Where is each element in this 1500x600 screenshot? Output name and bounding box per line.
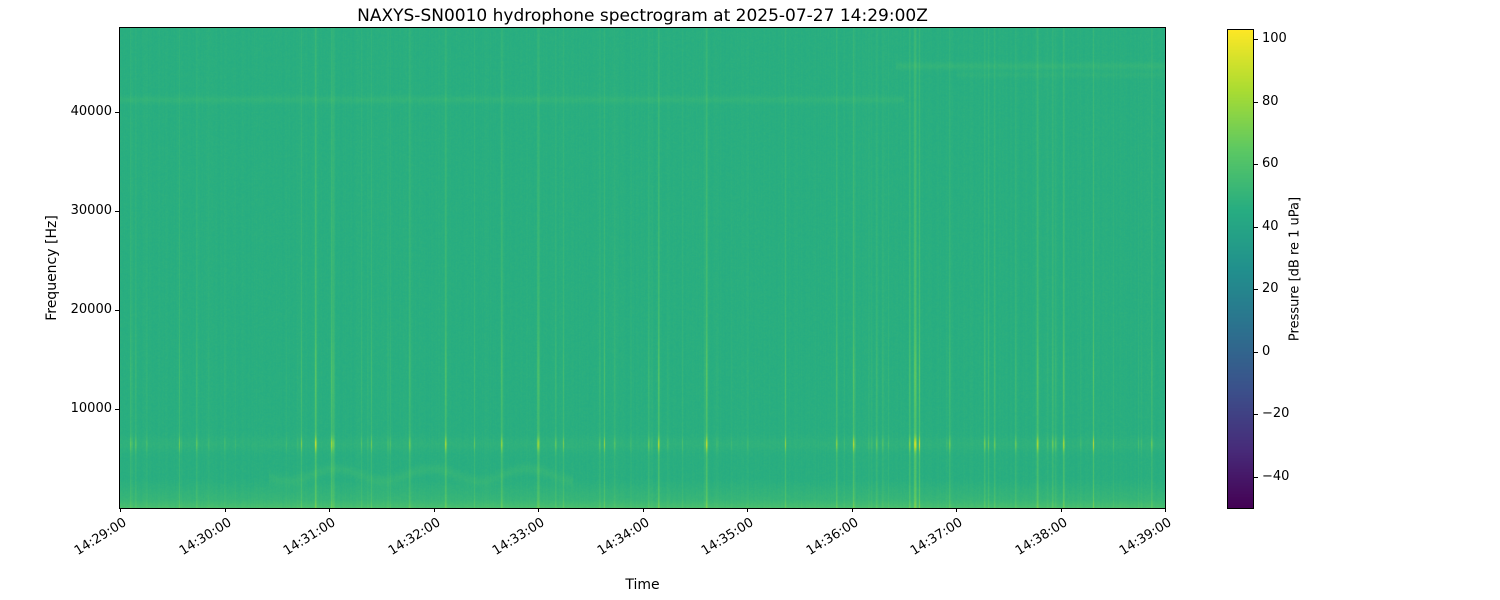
x-tick-label: 14:36:00 [803, 515, 861, 559]
colorbar [1227, 29, 1254, 509]
colorbar-tick-label: 80 [1262, 93, 1279, 109]
x-tick-mark [747, 508, 748, 512]
x-tick-label: 14:37:00 [907, 515, 966, 559]
colorbar-tick-label: 40 [1262, 218, 1279, 234]
y-tick-mark [115, 211, 119, 213]
x-tick-label: 14:33:00 [489, 515, 548, 559]
x-tick-mark [851, 508, 853, 512]
colorbar-tick-mark [1254, 351, 1258, 353]
x-tick-label: 14:39:00 [1116, 515, 1175, 559]
colorbar-tick-mark [1254, 39, 1258, 41]
x-tick-label: 14:32:00 [385, 515, 443, 559]
x-tick-label: 14:31:00 [280, 515, 339, 559]
colorbar-tick-label: −40 [1262, 468, 1290, 484]
chart-title: NAXYS-SN0010 hydrophone spectrogram at 2… [357, 6, 928, 26]
x-tick-mark [224, 508, 226, 512]
colorbar-tick-mark [1254, 164, 1258, 166]
colorbar-tick-label: 0 [1262, 343, 1271, 359]
y-tick-label: 20000 [70, 302, 112, 318]
x-tick-mark [329, 508, 330, 512]
x-tick-label: 14:38:00 [1012, 515, 1070, 559]
colorbar-tick-mark [1254, 226, 1258, 228]
y-tick-label: 30000 [70, 203, 112, 219]
x-tick-label: 14:35:00 [698, 515, 757, 559]
x-axis-label: Time [625, 577, 660, 593]
x-tick-label: 14:30:00 [176, 515, 234, 559]
colorbar-tick-label: 60 [1262, 156, 1279, 172]
colorbar-tick-mark [1254, 101, 1258, 103]
colorbar-tick-label: 20 [1262, 281, 1279, 297]
colorbar-tick-label: 100 [1262, 31, 1287, 47]
y-tick-mark [115, 310, 119, 312]
x-tick-mark [1060, 508, 1062, 512]
y-tick-mark [115, 112, 119, 114]
y-tick-label: 10000 [70, 401, 112, 417]
colorbar-axis-label: Pressure [dB re 1 uPa] [1287, 196, 1303, 342]
x-tick-label: 14:29:00 [71, 515, 130, 559]
colorbar-tick-mark [1254, 414, 1258, 416]
colorbar-tick-mark [1254, 289, 1258, 291]
x-tick-mark [538, 508, 539, 512]
x-tick-mark [120, 508, 121, 512]
colorbar-tick-label: −20 [1262, 406, 1290, 422]
colorbar-tick-mark [1254, 476, 1258, 478]
x-tick-mark [1165, 508, 1166, 512]
x-tick-mark [433, 508, 435, 512]
x-tick-mark [642, 508, 644, 512]
x-tick-mark [956, 508, 957, 512]
spectrogram-heatmap [119, 27, 1166, 509]
y-tick-label: 40000 [70, 104, 112, 120]
y-tick-mark [115, 409, 119, 411]
x-tick-label: 14:34:00 [594, 515, 652, 559]
